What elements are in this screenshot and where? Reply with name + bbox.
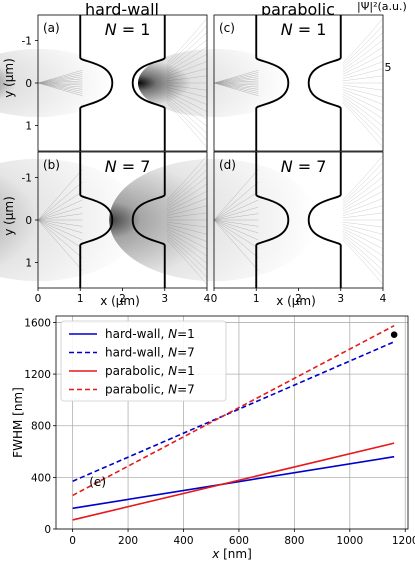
x-tick-label: 600 <box>229 535 249 547</box>
n-label: N = 7 <box>105 157 151 176</box>
legend-entry: hard-wall, N=7 <box>105 346 195 360</box>
map-xtick-label: 2 <box>295 293 302 305</box>
x-tick-label: 400 <box>173 535 193 547</box>
x-tick-label: 1200 <box>392 535 415 547</box>
column-title-hardwall: hard-wall <box>85 0 159 19</box>
series-line-1 <box>72 455 395 510</box>
data-point-marker <box>390 331 398 339</box>
x-tick-label: 200 <box>118 535 138 547</box>
map-panel-d: (d) N = 7 0 1 2 3 4 <box>109 151 387 305</box>
map-xtick-label: 4 <box>204 293 211 305</box>
map-ytick-label: -1 <box>22 173 32 185</box>
map-xtick-label: 1 <box>253 293 260 305</box>
map-panel-c: (c) N = 1 <box>137 14 384 152</box>
y-tick-label: 1600 <box>24 317 51 329</box>
fringe-lines <box>342 18 384 148</box>
beam-rays <box>37 70 83 96</box>
constriction-walls <box>255 15 342 151</box>
map-xtick-label: 0 <box>211 293 218 305</box>
map-ytick-label: 0 <box>25 78 32 90</box>
y-tick-label: 800 <box>31 421 51 433</box>
legend-entry: parabolic, N=1 <box>105 364 195 378</box>
x-tick-label: 1000 <box>336 535 363 547</box>
beam-rays <box>213 169 259 271</box>
panel-label: (d) <box>219 158 236 172</box>
n-label: N = 1 <box>281 20 327 39</box>
map-xtick-label: 4 <box>380 293 387 305</box>
legend-entry: parabolic, N=7 <box>105 383 195 397</box>
n-label: N = 1 <box>105 20 151 39</box>
chart-xlabel: x [nm] <box>211 547 252 561</box>
colorbar-title: |Ψ|²(a.u.) <box>357 0 407 13</box>
constriction-walls <box>255 152 342 288</box>
panel-label: (a) <box>43 21 60 35</box>
chart-legend: hard-wall, N=1 hard-wall, N=7 parabolic, N… <box>60 320 227 402</box>
series-line-3 <box>72 442 395 521</box>
map-ytick-label: 1 <box>25 121 32 133</box>
map-ytick-label: 1 <box>25 258 32 270</box>
legend-box <box>60 320 227 402</box>
map-xtick-label: 0 <box>35 293 42 305</box>
panel-label: (c) <box>219 21 235 35</box>
y-tick-label: 0 <box>44 524 51 536</box>
fwhm-chart: 0 200 400 600 800 1000 1200 0 400 800 1200 1600 x [n… <box>11 315 415 561</box>
panel-label: (b) <box>43 158 60 172</box>
maps-xlabel-left: x (μm) <box>100 294 140 308</box>
series-line-2 <box>72 341 395 482</box>
beam-rays <box>37 169 83 271</box>
chart-ylabel: FWHM [nm] <box>11 387 25 458</box>
map-xtick-label: 3 <box>337 293 344 305</box>
map-ytick-label: -1 <box>22 36 32 48</box>
series-line-4 <box>72 324 395 497</box>
chart-frame <box>55 315 409 530</box>
beam-rays <box>213 70 259 96</box>
x-tick-label: 800 <box>284 535 304 547</box>
legend-entry: hard-wall, N=1 <box>105 327 195 341</box>
map-ytick-label: 0 <box>25 215 32 227</box>
maps-xlabel-right: x (μm) <box>276 294 316 308</box>
map-frame <box>213 14 384 152</box>
n-label: N = 7 <box>281 157 327 176</box>
map-xtick-label: 3 <box>161 293 168 305</box>
maps-ylabel-top: y (μm) <box>2 58 16 98</box>
maps-ylabel-bottom: y (μm) <box>2 196 16 236</box>
fringe-lines <box>342 155 384 285</box>
map-xtick-label: 1 <box>77 293 84 305</box>
y-tick-label: 400 <box>31 472 51 484</box>
column-title-parabolic: parabolic <box>261 0 335 19</box>
panel-label-e: (e) <box>89 475 106 489</box>
x-tick-label: 0 <box>69 535 76 547</box>
y-tick-label: 1200 <box>24 369 51 381</box>
map-xtick-label: 2 <box>119 293 126 305</box>
